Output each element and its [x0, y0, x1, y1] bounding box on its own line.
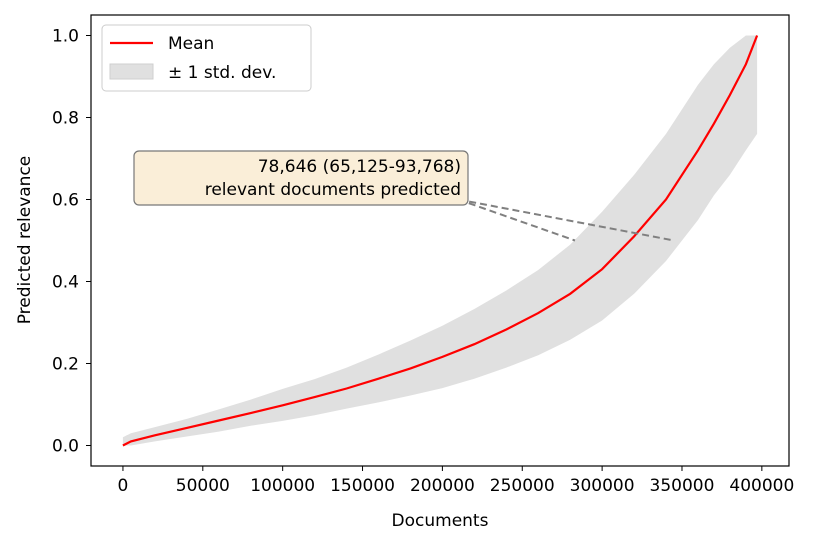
legend-std-label: ± 1 std. dev. [168, 63, 276, 83]
legend-mean-label: Mean [168, 34, 214, 54]
std-band-layer [122, 35, 758, 446]
y-tick-label: 1.0 [52, 27, 79, 47]
x-tick-label: 150000 [330, 476, 395, 496]
y-tick-label: 0.0 [52, 437, 79, 457]
annotation-arrow-1 [458, 198, 576, 242]
y-tick-label: 0.4 [52, 273, 79, 293]
x-axis-ticks: 0 50000 100000 150000 200000 250000 300000 3500… [118, 466, 794, 496]
legend: Mean ± 1 std. dev. [101, 24, 312, 92]
plot-frame [90, 14, 790, 467]
annotation-arrows [458, 198, 675, 242]
y-tick-label: 0.2 [52, 355, 79, 375]
x-axis-label: Documents [392, 511, 489, 531]
mean-line-layer [122, 35, 759, 447]
annotation-line2: relevant documents predicted [205, 180, 461, 200]
annotation: 78,646 (65,125-93,768) relevant document… [133, 150, 469, 206]
x-tick-label: 100000 [250, 476, 315, 496]
x-tick-label: 350000 [650, 476, 715, 496]
mean-line [122, 35, 759, 447]
x-tick-label: 300000 [570, 476, 635, 496]
annotation-arrow-2 [458, 198, 675, 242]
x-tick-label: 200000 [410, 476, 475, 496]
y-tick-label: 0.8 [52, 109, 79, 129]
legend-box [101, 24, 312, 92]
annotation-box [133, 150, 469, 206]
x-tick-label: 0 [118, 476, 129, 496]
x-tick-label: 50000 [176, 476, 230, 496]
legend-std-swatch [109, 63, 154, 80]
y-axis-ticks: 0.0 0.2 0.4 0.6 0.8 1.0 [52, 27, 91, 457]
y-tick-label: 0.6 [52, 191, 79, 211]
y-axis-label: Predicted relevance [15, 156, 35, 325]
annotation-line1: 78,646 (65,125-93,768) [258, 157, 461, 177]
x-tick-label: 250000 [490, 476, 555, 496]
std-band [122, 35, 758, 446]
x-tick-label: 400000 [729, 476, 794, 496]
